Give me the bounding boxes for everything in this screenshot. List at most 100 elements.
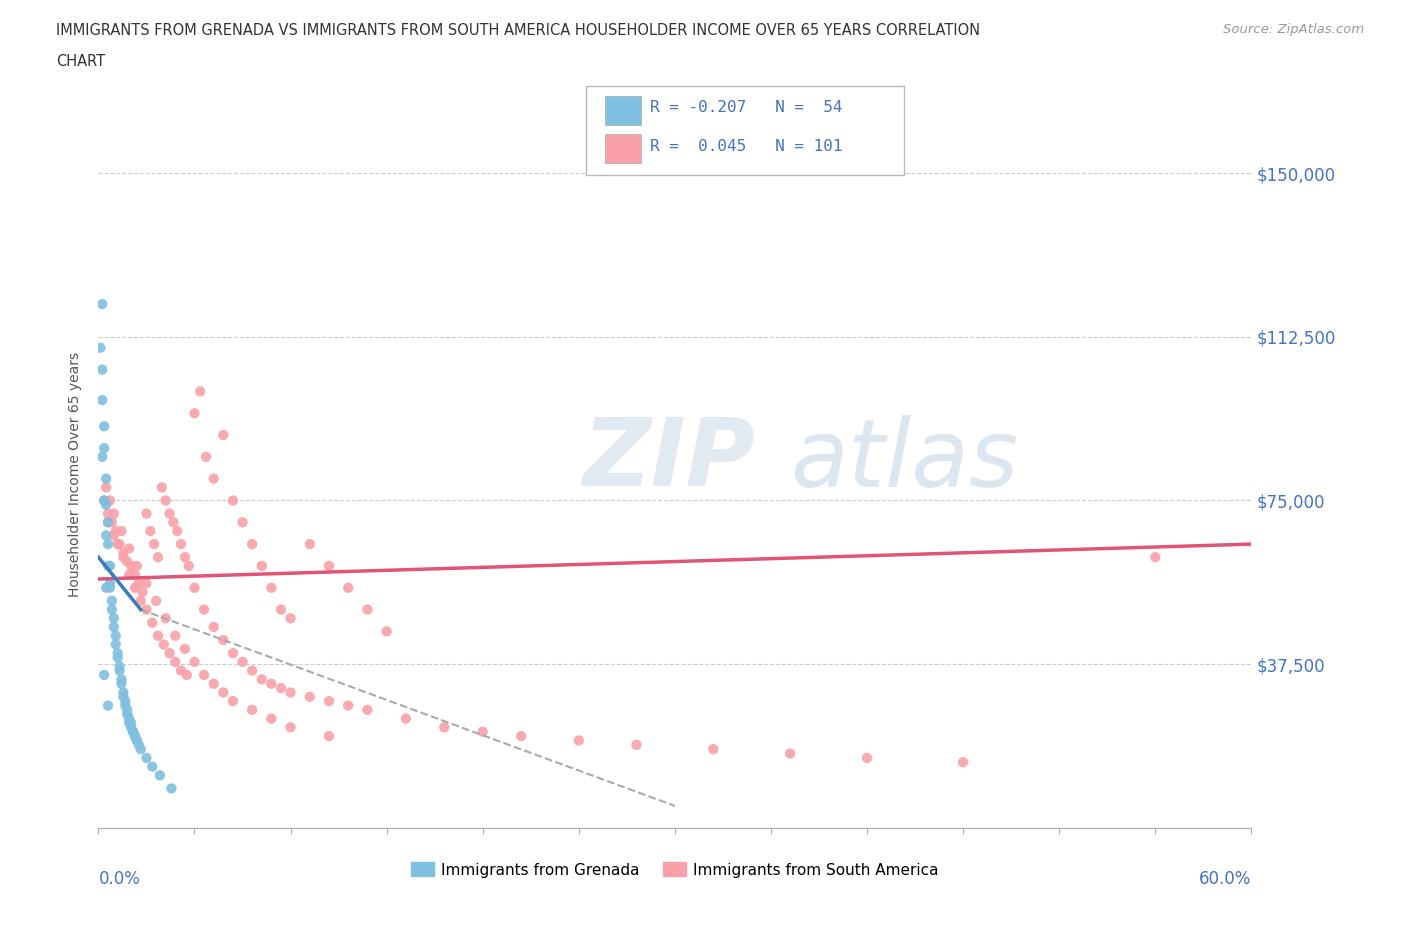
Point — [166, 524, 188, 538]
Point — [568, 733, 591, 748]
Point — [856, 751, 879, 765]
Text: CHART: CHART — [56, 54, 105, 69]
Point — [510, 728, 533, 743]
Point — [114, 694, 136, 709]
Point — [94, 528, 117, 543]
Text: atlas: atlas — [790, 415, 1018, 506]
Point — [128, 737, 150, 752]
Point — [222, 694, 245, 709]
Point — [97, 515, 120, 530]
Point — [318, 559, 340, 574]
Point — [280, 720, 302, 735]
Point — [318, 728, 340, 743]
Point — [212, 685, 235, 700]
Point — [176, 668, 198, 683]
Point — [188, 384, 211, 399]
Point — [114, 698, 136, 713]
Point — [159, 645, 181, 660]
Point — [165, 655, 187, 670]
Point — [337, 580, 360, 595]
Point — [318, 694, 340, 709]
Point — [110, 676, 132, 691]
Point — [170, 663, 193, 678]
Point — [91, 449, 114, 464]
Point — [107, 537, 129, 551]
Point — [98, 576, 121, 591]
Point — [118, 715, 141, 730]
Point — [129, 742, 152, 757]
Point — [471, 724, 494, 739]
Text: Source: ZipAtlas.com: Source: ZipAtlas.com — [1223, 23, 1364, 36]
Point — [120, 720, 142, 735]
Point — [98, 559, 121, 574]
Point — [125, 559, 148, 574]
Point — [98, 580, 121, 595]
Point — [135, 602, 157, 617]
Point — [120, 715, 142, 730]
Point — [195, 449, 218, 464]
Point — [135, 751, 157, 765]
Text: IMMIGRANTS FROM GRENADA VS IMMIGRANTS FROM SOUTH AMERICA HOUSEHOLDER INCOME OVER: IMMIGRANTS FROM GRENADA VS IMMIGRANTS FR… — [56, 23, 980, 38]
Point — [104, 629, 127, 644]
Point — [117, 702, 139, 717]
Point — [250, 671, 273, 686]
Point — [149, 768, 172, 783]
Point — [222, 493, 245, 508]
Point — [177, 559, 200, 574]
Point — [141, 759, 163, 774]
Point — [131, 585, 153, 600]
Point — [94, 472, 117, 486]
Point — [112, 685, 135, 700]
Point — [260, 711, 283, 726]
Point — [222, 645, 245, 660]
Point — [375, 624, 398, 639]
Point — [162, 515, 184, 530]
Legend: Immigrants from Grenada, Immigrants from South America: Immigrants from Grenada, Immigrants from… — [405, 857, 945, 884]
Point — [94, 480, 117, 495]
Point — [128, 576, 150, 591]
Point — [124, 728, 146, 743]
Point — [124, 728, 146, 743]
Point — [298, 537, 321, 551]
Point — [91, 392, 114, 407]
Point — [124, 580, 146, 595]
Point — [626, 737, 648, 752]
Text: 60.0%: 60.0% — [1199, 870, 1251, 888]
Point — [117, 707, 139, 722]
Point — [112, 550, 135, 565]
Point — [202, 676, 225, 691]
Point — [337, 698, 360, 713]
Point — [107, 645, 129, 660]
Point — [103, 619, 125, 634]
Point — [91, 362, 114, 377]
Point — [145, 593, 167, 608]
Point — [107, 650, 129, 665]
Point — [779, 746, 801, 761]
Point — [174, 550, 197, 565]
Point — [155, 611, 177, 626]
Point — [103, 528, 125, 543]
Point — [135, 506, 157, 521]
Point — [212, 632, 235, 647]
Point — [141, 616, 163, 631]
Point — [101, 593, 124, 608]
Point — [212, 428, 235, 443]
Point — [356, 602, 378, 617]
Point — [94, 580, 117, 595]
Point — [122, 724, 145, 739]
Text: ZIP: ZIP — [582, 414, 755, 506]
Point — [110, 671, 132, 686]
Point — [260, 580, 283, 595]
Point — [97, 559, 120, 574]
Point — [298, 689, 321, 704]
Point — [139, 524, 162, 538]
Point — [1144, 550, 1167, 565]
Point — [170, 537, 193, 551]
Point — [165, 629, 187, 644]
Point — [108, 658, 131, 673]
Point — [193, 668, 215, 683]
Point — [240, 702, 263, 717]
Point — [104, 524, 127, 538]
Point — [193, 602, 215, 617]
Point — [125, 733, 148, 748]
